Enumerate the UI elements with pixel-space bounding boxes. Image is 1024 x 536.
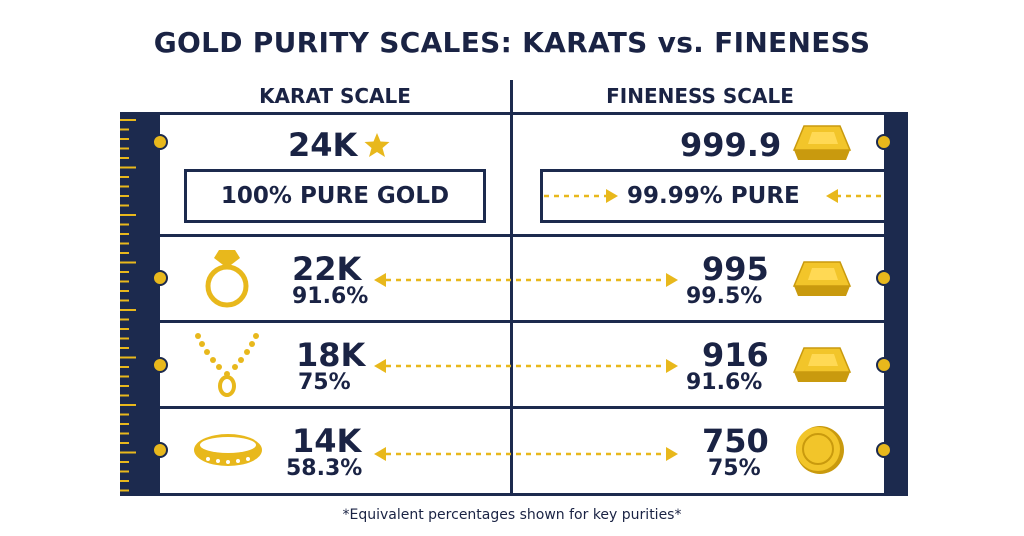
gold-bar-icon bbox=[792, 261, 852, 296]
bangle-icon bbox=[194, 434, 262, 466]
fineness-916-percent: 91.6% bbox=[686, 370, 763, 395]
karat-18k-percent: 75% bbox=[298, 370, 351, 395]
necklace-icon bbox=[195, 333, 259, 397]
pure-gold-box: 100% PURE GOLD bbox=[184, 169, 486, 223]
bottom-border bbox=[160, 493, 884, 496]
fineness-995-percent: 99.5% bbox=[686, 284, 763, 309]
karat-24k-label: 24K bbox=[288, 126, 358, 164]
equivalence-arrow bbox=[374, 273, 678, 287]
right-ruler bbox=[884, 112, 908, 496]
ruler-dot-icon bbox=[152, 357, 168, 373]
ruler-dot-icon bbox=[152, 270, 168, 286]
fineness-750-percent: 75% bbox=[708, 456, 761, 481]
gold-bar-icon bbox=[792, 347, 852, 382]
fineness-916-label: 916 bbox=[702, 336, 769, 374]
gold-bar-icon bbox=[792, 125, 852, 160]
ring-icon bbox=[205, 250, 249, 308]
fineness-9999-label: 999.9 bbox=[680, 126, 782, 164]
fineness-995-label: 995 bbox=[702, 250, 769, 288]
ruler-dot-icon bbox=[876, 357, 892, 373]
row-divider bbox=[160, 234, 884, 237]
equivalence-arrow bbox=[374, 447, 678, 461]
fineness-scale-header: FINENESS SCALE bbox=[606, 84, 794, 108]
footnote: *Equivalent percentages shown for key pu… bbox=[342, 507, 682, 523]
karat-scale-header: KARAT SCALE bbox=[259, 84, 411, 108]
ruler-dot-icon bbox=[876, 134, 892, 150]
karat-22k-label: 22K bbox=[292, 250, 362, 288]
top-border bbox=[160, 112, 884, 115]
karat-14k-percent: 58.3% bbox=[286, 456, 363, 481]
star-icon bbox=[364, 133, 390, 157]
fineness-box-arrows bbox=[544, 189, 884, 203]
ruler-dot-icon bbox=[876, 442, 892, 458]
column-divider bbox=[510, 80, 513, 496]
ruler-ticks-left bbox=[120, 119, 136, 492]
ruler-dot-icon bbox=[876, 270, 892, 286]
fineness-750-label: 750 bbox=[702, 422, 769, 460]
fineness-pure-text: 99.99% PURE bbox=[627, 183, 800, 209]
karat-14k-label: 14K bbox=[292, 422, 362, 460]
equivalence-arrow bbox=[374, 359, 678, 373]
gold-coin-icon bbox=[796, 426, 844, 474]
karat-18k-label: 18K bbox=[296, 336, 366, 374]
arrow-left-icon bbox=[826, 189, 838, 203]
ruler-dot-icon bbox=[152, 442, 168, 458]
row-divider bbox=[160, 320, 884, 323]
arrow-right-icon bbox=[606, 189, 618, 203]
row-divider bbox=[160, 406, 884, 409]
karat-22k-percent: 91.6% bbox=[292, 284, 369, 309]
ruler-dot-icon bbox=[152, 134, 168, 150]
fineness-pure-box: 99.99% PURE bbox=[540, 169, 886, 223]
left-ruler bbox=[120, 112, 160, 496]
page-title: GOLD PURITY SCALES: KARATS vs. FINENESS bbox=[153, 26, 871, 59]
